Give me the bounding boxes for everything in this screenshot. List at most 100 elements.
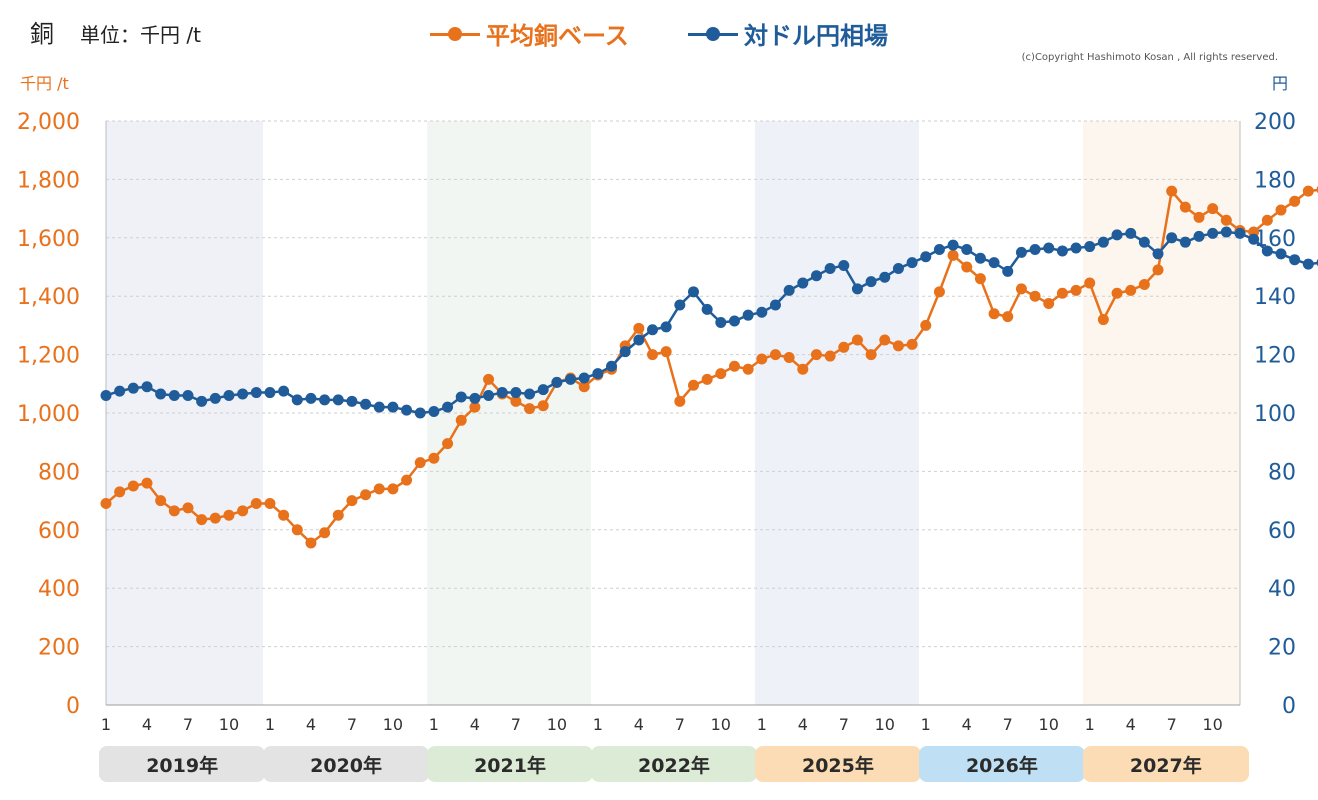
data-point-0 (127, 480, 139, 492)
right-tick-label: 20 (1268, 636, 1296, 661)
year-badge: 2025年 (754, 746, 922, 782)
data-point-1 (168, 389, 180, 401)
legend-copper-label: 平均銅ベース (486, 22, 629, 50)
right-tick-label: 40 (1268, 577, 1296, 602)
data-point-0 (1275, 204, 1287, 216)
left-tick-label: 1,800 (17, 168, 80, 193)
data-point-1 (1207, 227, 1219, 239)
data-point-1 (373, 401, 385, 413)
year-badge: 2022年 (590, 746, 758, 782)
x-tick-label: 10 (875, 715, 895, 734)
x-tick-label: 7 (675, 715, 685, 734)
data-point-0 (168, 505, 180, 517)
chart-title: 銅 単位：千円 /t (30, 14, 201, 49)
x-tick-label: 1 (921, 715, 931, 734)
data-point-1 (223, 389, 235, 401)
data-point-0 (209, 512, 221, 524)
data-point-0 (687, 379, 699, 391)
data-point-0 (1056, 287, 1068, 299)
data-point-1 (838, 260, 850, 272)
data-point-1 (319, 394, 331, 406)
data-point-1 (606, 360, 618, 372)
data-point-0 (182, 502, 194, 514)
left-tick-label: 1,000 (17, 402, 80, 427)
right-tick-label: 160 (1254, 227, 1296, 252)
data-point-1 (619, 346, 631, 358)
x-tick-label: 4 (470, 715, 480, 734)
data-point-1 (660, 321, 672, 333)
data-point-0 (537, 400, 549, 412)
data-point-1 (414, 407, 426, 419)
data-point-1 (687, 286, 699, 298)
data-point-1 (1289, 254, 1301, 266)
right-tick-label: 100 (1254, 402, 1296, 427)
data-point-0 (961, 261, 973, 273)
data-point-0 (1193, 211, 1205, 223)
data-point-1 (100, 389, 112, 401)
data-point-0 (715, 368, 727, 380)
right-axis-unit: 円 (1272, 74, 1289, 93)
data-point-1 (1084, 241, 1096, 253)
data-point-1 (674, 299, 686, 311)
data-point-0 (892, 340, 904, 352)
data-point-0 (1166, 185, 1178, 197)
series-line-0 (105, 188, 1318, 545)
data-point-1 (769, 299, 781, 311)
data-point-1 (332, 394, 344, 406)
right-tick-label: 140 (1254, 285, 1296, 310)
data-point-1 (578, 372, 590, 384)
data-point-0 (783, 352, 795, 364)
data-point-0 (155, 495, 167, 507)
data-point-1 (428, 406, 440, 418)
x-tick-label: 7 (1167, 715, 1177, 734)
data-point-0 (1179, 201, 1191, 213)
data-point-1 (1248, 233, 1260, 245)
x-tick-label: 1 (265, 715, 275, 734)
data-point-0 (769, 349, 781, 361)
data-point-1 (442, 401, 454, 413)
left-tick-label: 600 (38, 519, 80, 544)
data-point-1 (933, 243, 945, 255)
data-point-0 (810, 349, 822, 361)
data-point-1 (892, 262, 904, 274)
year-band (754, 121, 919, 705)
x-tick-label: 4 (798, 715, 808, 734)
data-point-0 (196, 514, 208, 526)
data-point-1 (237, 388, 249, 400)
data-point-0 (332, 509, 344, 521)
data-point-1 (278, 385, 290, 397)
data-point-0 (428, 452, 440, 464)
data-point-0 (1070, 284, 1082, 296)
data-point-1 (715, 316, 727, 328)
x-tick-label: 1 (101, 715, 111, 734)
x-tick-label: 10 (1039, 715, 1059, 734)
data-point-1 (1097, 236, 1109, 248)
data-point-1 (1152, 248, 1164, 260)
data-point-1 (974, 252, 986, 264)
data-point-1 (1125, 227, 1137, 239)
data-point-1 (360, 398, 372, 410)
data-point-0 (728, 360, 740, 372)
data-point-0 (1084, 277, 1096, 289)
x-tick-label: 10 (1202, 715, 1222, 734)
x-tick-label: 7 (839, 715, 849, 734)
x-axis-ticks: 1 4 7 10 1 4 7 10 1 4 7 10 1 4 7 10 1 4 7 10 1 4 7 10 1 4 7 10 (101, 715, 1223, 734)
data-point-0 (988, 308, 1000, 320)
data-point-1 (524, 388, 536, 400)
data-point-1 (906, 257, 918, 269)
data-point-1 (1043, 242, 1055, 254)
data-point-1 (565, 373, 577, 385)
left-axis-unit: 千円 /t (20, 74, 69, 93)
data-point-0 (838, 341, 850, 353)
data-point-1 (824, 262, 836, 274)
data-point-1 (879, 271, 891, 283)
data-point-1 (537, 384, 549, 396)
data-point-1 (496, 387, 508, 399)
left-tick-label: 1,400 (17, 285, 80, 310)
data-point-1 (1193, 230, 1205, 242)
data-point-0 (291, 524, 303, 536)
left-axis-ticks: 0 200 400 600 800 1,000 1,200 1,400 1,600 1,800 2,… (17, 110, 80, 719)
data-point-0 (469, 401, 481, 413)
data-point-0 (974, 273, 986, 285)
data-point-1 (469, 392, 481, 404)
